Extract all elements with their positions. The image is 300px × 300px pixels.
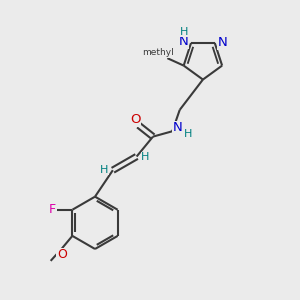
Text: H: H: [179, 27, 188, 37]
Text: O: O: [57, 248, 67, 261]
Text: H: H: [184, 129, 192, 139]
Text: H: H: [141, 152, 150, 162]
Text: methyl: methyl: [142, 48, 174, 57]
Text: N: N: [217, 37, 227, 50]
Text: H: H: [100, 165, 108, 175]
Text: F: F: [48, 203, 56, 216]
Text: N: N: [179, 35, 188, 48]
Text: O: O: [130, 113, 140, 127]
Text: N: N: [173, 121, 182, 134]
